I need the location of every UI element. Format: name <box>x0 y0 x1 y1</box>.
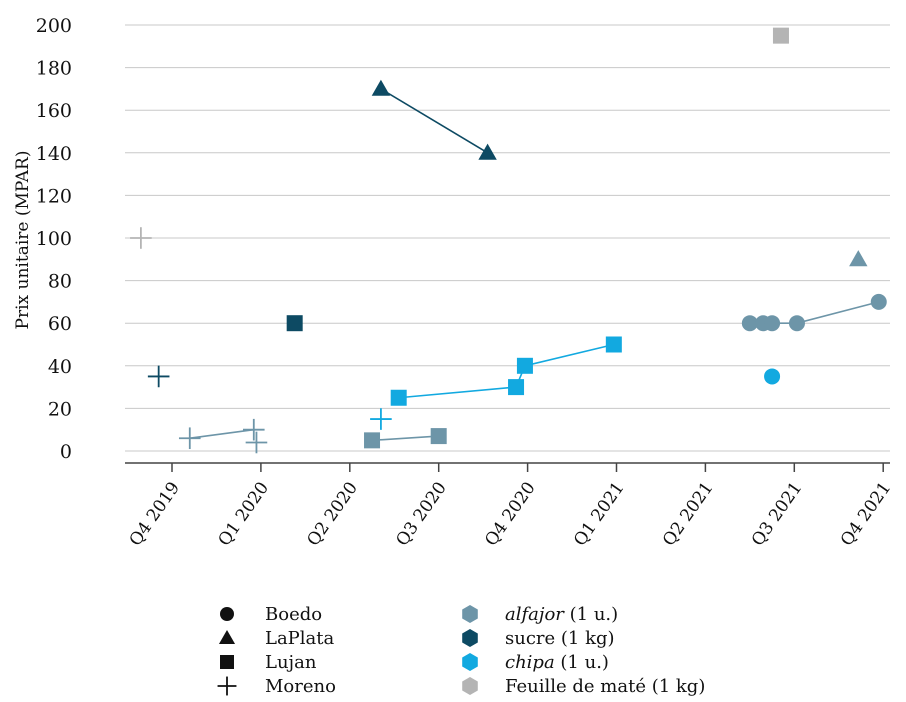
data-point <box>870 293 887 310</box>
data-point <box>764 368 781 385</box>
y-tick-label: 160 <box>36 100 72 122</box>
data-point <box>371 79 391 96</box>
data-point <box>478 143 497 160</box>
legend-label: alfajor (1 u.) <box>505 604 618 625</box>
series-line <box>398 343 615 399</box>
y-axis-label: Prix unitaire (MPAR) <box>13 151 33 330</box>
legend-swatch <box>462 653 478 671</box>
x-tick-label: Q4 2019 <box>126 478 184 550</box>
y-tick-label: 100 <box>36 228 72 250</box>
data-point <box>130 227 152 249</box>
series-line <box>380 88 489 154</box>
y-ticks: 0 20 40 60 80 100 120 140 160 180 200 <box>36 15 72 463</box>
data-point <box>764 315 781 332</box>
x-tick-label: Q3 2020 <box>392 478 450 550</box>
series-line <box>371 435 439 442</box>
data-point <box>245 431 268 454</box>
x-tick-label: Q3 2021 <box>748 478 806 550</box>
y-tick-label: 40 <box>48 356 72 378</box>
legend-label: Boedo <box>265 604 322 625</box>
data-point <box>430 428 447 445</box>
legend-swatch <box>462 605 478 623</box>
data-point <box>217 676 237 696</box>
legend-product-unit: (1 u.) <box>564 604 618 625</box>
data-point <box>741 315 758 332</box>
legend-product-name: chipa <box>505 652 555 673</box>
data-point <box>147 365 170 388</box>
x-tick-label: Q2 2021 <box>659 478 717 550</box>
y-tick-label: 200 <box>36 15 72 37</box>
grid <box>125 24 890 452</box>
legend-label: chipa (1 u.) <box>505 652 609 673</box>
data-point <box>788 315 805 332</box>
x-axis: Q4 2019 Q1 2020 Q2 2020 Q3 2020 Q4 2020 Q1 20… <box>125 462 895 550</box>
x-tick-label: Q1 2020 <box>214 478 272 550</box>
legend-label: sucre (1 kg) <box>505 628 615 649</box>
data-point <box>508 379 525 396</box>
y-tick-label: 60 <box>48 313 72 335</box>
y-tick-label: 80 <box>48 271 72 293</box>
data-point <box>178 427 201 450</box>
data-point <box>849 250 868 267</box>
legend-label: LaPlata <box>265 628 335 649</box>
data-point <box>220 607 234 621</box>
data-point <box>242 418 265 441</box>
x-tick-label: Q2 2020 <box>303 478 361 550</box>
data-point <box>286 315 303 332</box>
data-point <box>516 357 533 374</box>
legend-label: Feuille de maté (1 kg) <box>505 676 705 697</box>
x-tick-label: Q4 2021 <box>837 478 895 550</box>
data-point <box>220 655 234 669</box>
legend-swatch <box>462 677 478 695</box>
legend-product-unit: (1 u.) <box>555 652 609 673</box>
legend-product-name: sucre (1 kg) <box>505 628 615 649</box>
legend-product-name: Feuille de maté (1 kg) <box>505 676 705 697</box>
x-tick-label: Q4 2020 <box>481 478 539 550</box>
data-point <box>605 336 622 353</box>
legend-swatch <box>462 629 478 647</box>
legend-label: Lujan <box>265 652 317 673</box>
data-point <box>772 27 789 44</box>
y-tick-label: 180 <box>36 58 72 80</box>
data-point <box>390 389 407 406</box>
series-line <box>189 428 254 440</box>
legend-product-name: alfajor <box>505 604 565 625</box>
legend-label: Moreno <box>265 676 336 697</box>
y-tick-label: 0 <box>60 441 72 463</box>
data-point <box>370 408 392 430</box>
y-tick-label: 20 <box>48 398 72 420</box>
y-tick-label: 120 <box>36 185 72 207</box>
legend: Boedo LaPlata Lujan Moreno alfajor (1 u.) suc… <box>217 604 705 697</box>
x-tick-label: Q1 2021 <box>570 478 628 550</box>
y-tick-label: 140 <box>36 143 72 165</box>
data-point <box>218 629 236 645</box>
data-point <box>364 432 381 449</box>
series-layer <box>130 27 887 454</box>
